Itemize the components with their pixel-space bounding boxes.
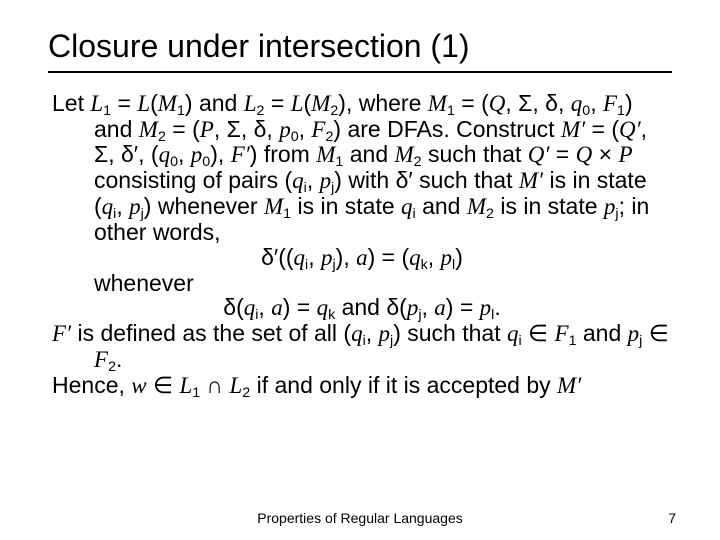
page-number: 7 <box>668 510 676 526</box>
title-rule <box>48 71 672 73</box>
whenever-line: whenever <box>52 271 672 296</box>
delta-prime-equation: δ′((qi, pj), a) = (qk, pl) <box>52 245 672 271</box>
slide: Closure under intersection (1) Let L1 = … <box>0 0 720 540</box>
slide-body: Let L1 = L(M1) and L2 = L(M2), where M1 … <box>48 91 672 399</box>
para-construction: Let L1 = L(M1) and L2 = L(M2), where M1 … <box>52 91 672 245</box>
fprime-line: F′ is defined as the set of all (qi, pj)… <box>52 321 672 373</box>
footer-text: Properties of Regular Languages <box>0 510 720 526</box>
delta-components-line: δ(qi, a) = qk and δ(pj, a) = pl. <box>52 295 672 321</box>
slide-title: Closure under intersection (1) <box>48 28 672 65</box>
hence-line: Hence, w ∈ L1 ∩ L2 if and only if it is … <box>52 373 672 399</box>
